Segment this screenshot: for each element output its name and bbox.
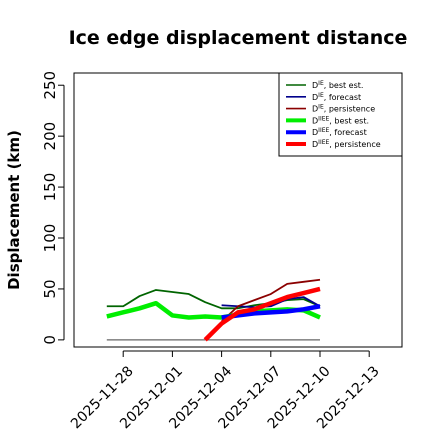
series-line-4 [221,304,321,320]
series-layer [106,278,321,342]
y-tick-label: 100 [41,224,59,253]
y-tick-label: 250 [41,71,59,100]
y-tick-label: 0 [41,335,59,345]
legend-label: DIIEE, forecast [312,127,367,137]
y-tick-label: 50 [41,279,59,298]
legend-label: DIE, best est. [312,80,363,90]
legend: DIE, best est. DIE, forecast DIE, persiste… [278,72,403,157]
plot-area [73,72,403,348]
y-tick-label: 150 [41,173,59,202]
legend-label: DIIEE, persistence [312,139,381,149]
legend-label: DIIEE, best est. [312,115,369,125]
y-axis: 0 50 100 150 200 250 [41,71,65,345]
chart-title: Ice edge displacement distance [69,27,408,49]
x-axis: 2025-11-282025-12-012025-12-042025-12-07… [68,350,383,432]
series-line-5 [203,286,321,342]
y-tick-label: 200 [41,122,59,151]
legend-label: DIE, persistence [312,104,375,114]
legend-label: DIE, forecast [312,92,361,102]
y-axis-title: Displacement (km) [5,130,23,290]
series-line-2 [220,278,321,323]
